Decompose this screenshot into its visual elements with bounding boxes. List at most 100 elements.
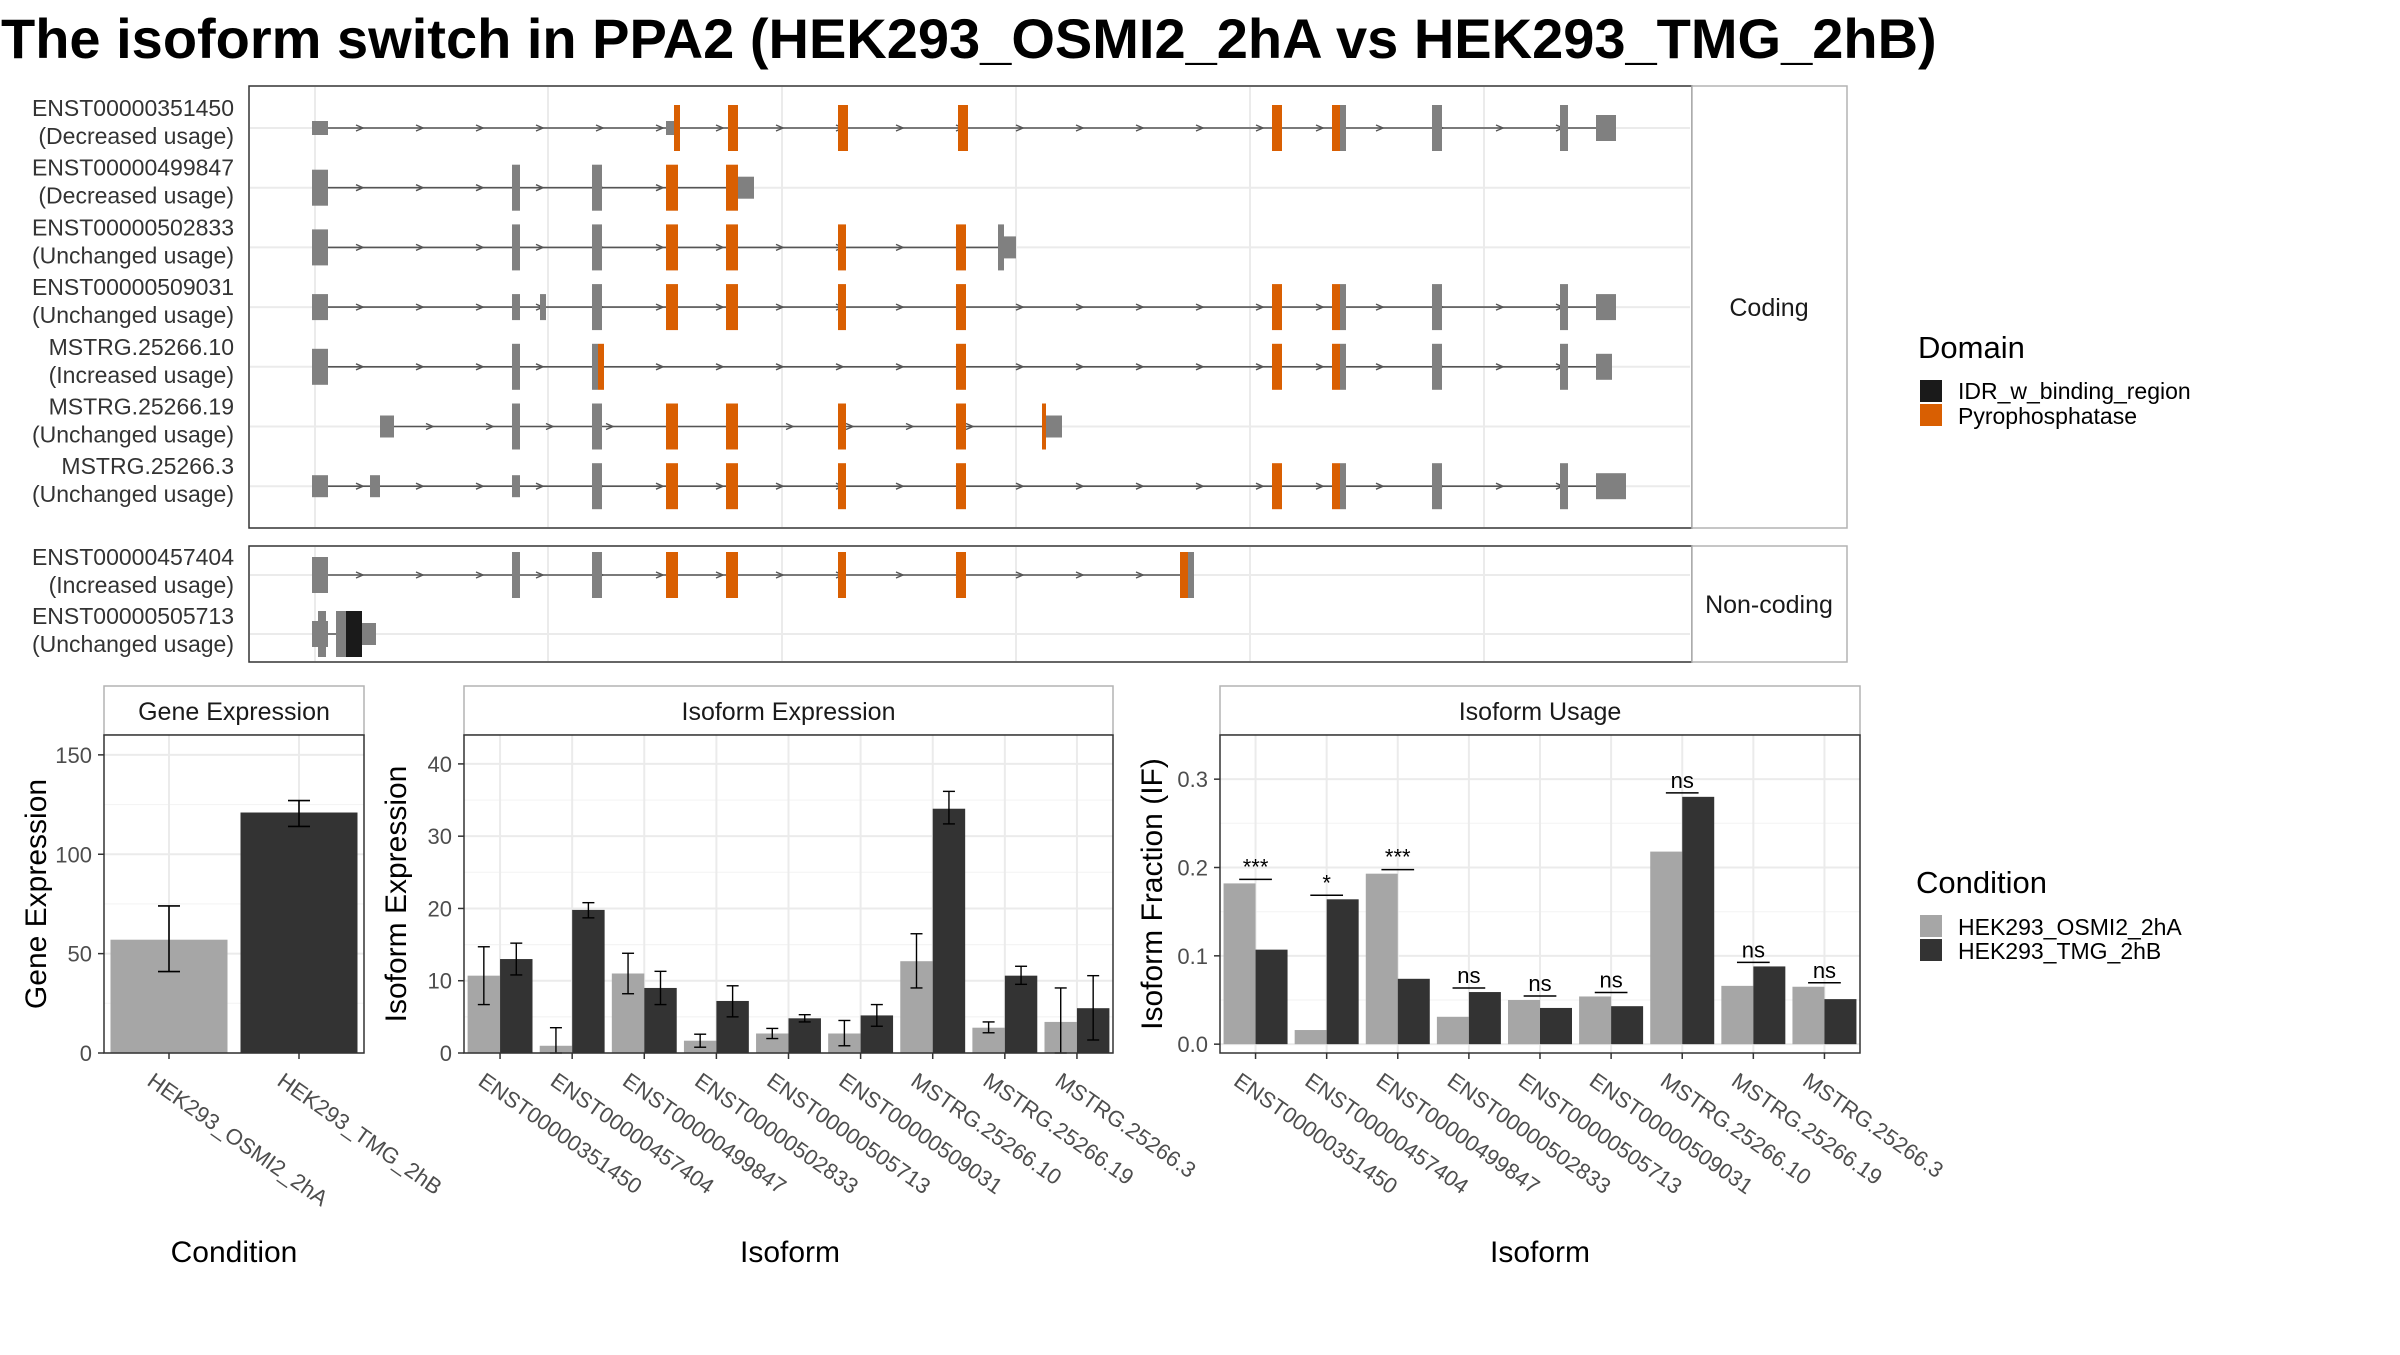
strand-arrow	[355, 184, 365, 192]
exon-block	[956, 224, 966, 271]
strand-arrow	[845, 422, 855, 431]
strand-arrow	[1075, 363, 1085, 371]
significance-label: ns	[1671, 768, 1694, 793]
exon-block	[726, 403, 738, 450]
exon-block	[1432, 343, 1442, 390]
exon-block	[1560, 343, 1568, 390]
significance-label: ns	[1599, 967, 1622, 992]
bar	[1792, 986, 1825, 1045]
condition-legend: Condition HEK293_OSMI2_2hA HEK293_TMG_2h…	[1916, 865, 2182, 964]
strand-arrow	[1075, 482, 1085, 490]
significance-label: ***	[1385, 845, 1411, 870]
bar	[1436, 1016, 1469, 1045]
strand-arrow	[1075, 303, 1085, 311]
strand-arrow	[355, 303, 365, 311]
strand-arrow	[355, 363, 365, 371]
y-axis-title: Isoform Fraction (IF)	[1136, 758, 1169, 1030]
error-bar	[694, 1033, 707, 1048]
strand-arrow	[655, 363, 665, 371]
strand-arrow	[1255, 124, 1265, 132]
exon-block	[1596, 473, 1626, 500]
exon-block	[1596, 294, 1616, 321]
strand-arrow	[1315, 482, 1325, 490]
exon-block	[318, 611, 326, 657]
strand-arrow	[605, 422, 615, 431]
exon-block	[336, 611, 346, 657]
bar	[1468, 992, 1501, 1045]
exon-block	[592, 224, 602, 271]
y-axis-title: Isoform Expression	[380, 766, 413, 1023]
strand-arrow	[1495, 124, 1505, 132]
strand-arrow	[1315, 303, 1325, 311]
exon-block	[1188, 552, 1194, 598]
bar	[1540, 1007, 1572, 1045]
exon-block	[312, 557, 328, 593]
exon-block	[592, 343, 598, 390]
error-bar	[1087, 974, 1100, 1041]
strand-arrow	[1075, 124, 1085, 132]
exon-block	[512, 403, 520, 450]
strand-arrow	[1015, 571, 1025, 579]
strand-arrow	[775, 243, 785, 252]
strand-arrow	[1195, 482, 1205, 490]
strand-arrow	[895, 363, 905, 371]
strand-arrow	[895, 124, 905, 132]
x-axis-title: Isoform	[740, 1236, 840, 1269]
noncoding-strip	[1691, 545, 1848, 663]
exon-block	[362, 623, 376, 645]
domain-legend-title: Domain	[1918, 330, 2025, 365]
strand-arrow	[1375, 363, 1385, 371]
noncoding-transcripts	[312, 552, 1194, 657]
strand-arrow	[535, 571, 545, 579]
strand-arrow	[535, 184, 545, 192]
strand-arrow	[775, 482, 785, 490]
strand-arrow	[535, 124, 545, 132]
exon-block	[956, 343, 966, 390]
condition-legend-title: Condition	[1916, 865, 2047, 900]
exon-block	[512, 294, 520, 321]
strand-arrow	[715, 571, 725, 579]
strand-arrow	[415, 184, 425, 192]
exon-block	[956, 552, 966, 598]
error-bar	[288, 799, 310, 828]
exon-block	[956, 463, 966, 510]
legend-label-condA: HEK293_OSMI2_2hA	[1958, 914, 2182, 940]
exon-block	[1596, 353, 1612, 380]
strand-arrow	[895, 482, 905, 490]
error-bar	[510, 942, 523, 976]
strand-arrow	[775, 303, 785, 311]
exon-block	[1272, 284, 1282, 331]
significance-label: ns	[1528, 971, 1551, 996]
exon-block	[1560, 463, 1568, 510]
exon-block	[1272, 343, 1282, 390]
strand-arrow	[655, 571, 665, 579]
transcript-usage-label: (Unchanged usage)	[32, 422, 234, 448]
error-bar	[654, 970, 667, 1006]
transcript-id-label: ENST00000505713	[32, 603, 234, 629]
exon-block	[956, 284, 966, 331]
y-tick-label: 0.1	[1177, 944, 1208, 969]
exon-block	[666, 552, 678, 598]
exon-block	[312, 475, 328, 498]
strand-arrow	[835, 363, 845, 371]
exon-block	[592, 164, 602, 211]
exon-block	[380, 415, 394, 438]
strand-arrow	[425, 422, 435, 431]
strand-arrow	[775, 124, 785, 132]
strand-arrow	[1375, 482, 1385, 490]
exon-block	[838, 284, 846, 331]
bar	[932, 808, 966, 1053]
error-bar	[870, 1003, 883, 1027]
strand-arrow	[895, 571, 905, 579]
exon-block	[666, 284, 678, 331]
y-tick-label: 150	[55, 743, 92, 768]
exon-block	[512, 475, 520, 498]
strand-arrow	[775, 571, 785, 579]
exon-block	[1432, 284, 1442, 331]
transcript-usage-label: (Unchanged usage)	[32, 631, 234, 657]
bar	[1753, 966, 1786, 1045]
strand-arrow	[775, 363, 785, 371]
strand-arrow	[655, 303, 665, 311]
exon-block	[1046, 415, 1062, 438]
strand-arrow	[655, 184, 665, 192]
